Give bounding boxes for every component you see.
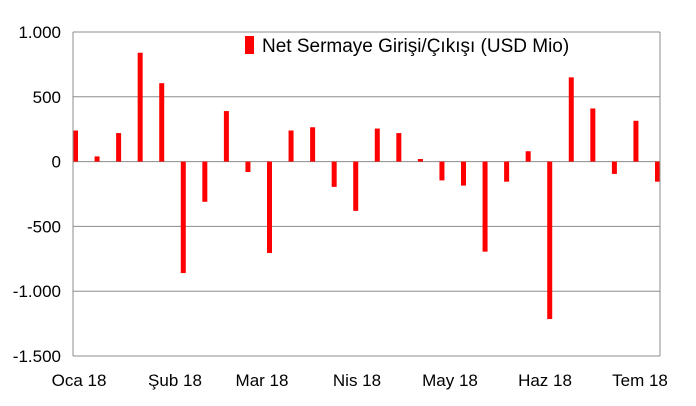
bar: [655, 161, 660, 182]
y-tick-label: -500: [27, 217, 61, 236]
axes: [72, 32, 661, 357]
bar: [633, 120, 639, 162]
bar: [590, 108, 596, 162]
bar: [439, 161, 445, 181]
x-tick-label: May 18: [422, 371, 478, 390]
bar: [568, 77, 574, 162]
y-tick-label: 500: [33, 88, 61, 107]
x-tick-labels: Oca 18 Şub 18 Mar 18 Nis 18 May 18 Haz 18 Tem …: [52, 371, 668, 390]
bar: [116, 133, 122, 162]
bar: [137, 52, 143, 162]
bar: [267, 161, 272, 253]
bar: [547, 161, 553, 320]
bar: [94, 156, 100, 162]
bar: [417, 159, 423, 162]
y-tick-labels: 1.000 500 0 -500 -1.000 -1.500: [13, 23, 61, 366]
y-tick-label: -1.500: [13, 347, 61, 366]
legend-label: Net Sermaye Girişi/Çıkışı (USD Mio): [262, 36, 569, 57]
bar: [310, 127, 316, 162]
bar: [504, 161, 510, 182]
x-tick-label: Haz 18: [518, 371, 572, 390]
legend-swatch: [245, 36, 254, 54]
bar: [611, 161, 617, 174]
bar: [159, 83, 165, 162]
bar: [353, 161, 359, 211]
y-tick-label: 0: [52, 153, 61, 172]
bar: [202, 161, 208, 202]
legend: Net Sermaye Girişi/Çıkışı (USD Mio): [245, 36, 569, 57]
x-tick-label: Tem 18: [612, 371, 668, 390]
bar: [331, 161, 337, 187]
bar: [223, 111, 229, 162]
x-tick-label: Şub 18: [148, 371, 202, 390]
bar: [461, 161, 466, 186]
bar: [180, 161, 186, 274]
bars: [73, 52, 660, 320]
bar: [73, 130, 78, 162]
bar: [288, 130, 294, 162]
x-tick-label: Mar 18: [236, 371, 289, 390]
bar: [482, 161, 488, 252]
x-tick-label: Oca 18: [52, 371, 107, 390]
y-tick-label: -1.000: [13, 282, 61, 301]
bar: [245, 161, 251, 172]
bar: [525, 151, 531, 162]
bar: [396, 133, 402, 162]
y-tick-label: 1.000: [18, 23, 61, 42]
x-tick-label: Nis 18: [333, 371, 381, 390]
bar: [374, 128, 380, 162]
